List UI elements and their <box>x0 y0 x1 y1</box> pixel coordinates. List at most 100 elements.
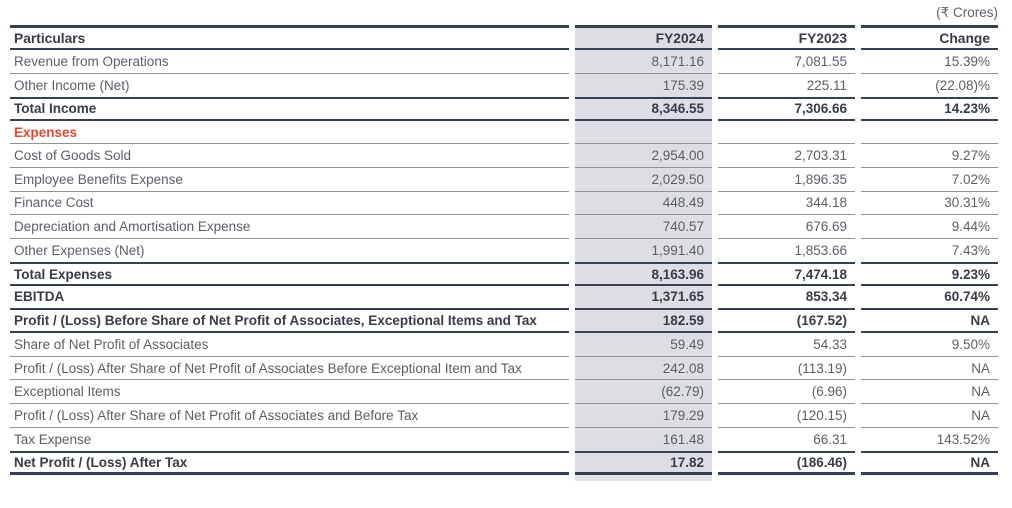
particulars-cell: Share of Net Profit of Associates <box>10 333 569 357</box>
particulars-cell: Net Profit / (Loss) After Tax <box>10 451 569 475</box>
column-header-fy2023: FY2023 <box>718 25 855 50</box>
fy2023-cell: 344.18 <box>718 192 855 216</box>
particulars-cell: Tax Expense <box>14 431 92 447</box>
fy2024-cell: 179.29 <box>575 403 712 428</box>
particulars-cell: EBITDA <box>10 286 569 310</box>
change-cell: 9.50% <box>861 333 998 357</box>
fy2023-cell: (113.19) <box>718 357 855 381</box>
fy2024-cell: 1,371.65 <box>575 285 712 310</box>
fy2023-cell: 225.11 <box>806 77 847 93</box>
fy2024-cell: 161.48 <box>575 427 712 452</box>
table-row: Total Income 8,346.55 7,306.66 14.23% <box>10 97 998 121</box>
particulars-cell: Revenue from Operations <box>10 50 569 74</box>
currency-unit-label: (₹ Crores) <box>936 5 998 20</box>
table-row: Cost of Goods Sold 2,954.00 2,703.31 9.2… <box>10 144 998 168</box>
fy2024-cell: 59.49 <box>575 333 712 357</box>
table-row: Other Income (Net) 175.39 225.11 (22.08)… <box>10 73 998 98</box>
change-cell: (22.08)% <box>935 77 990 93</box>
fy2024-cell: 17.82 <box>575 451 712 475</box>
fy2023-cell: (120.15) <box>718 404 855 428</box>
fy2023-cell: 7,474.18 <box>718 262 855 286</box>
change-cell: 30.31% <box>861 192 998 216</box>
particulars-cell: Expenses <box>10 121 569 145</box>
fy2023-cell: (167.52) <box>718 310 855 334</box>
column-header-particulars: Particulars <box>10 25 569 50</box>
particulars-cell: Cost of Goods Sold <box>10 144 569 168</box>
fy2023-cell: 54.33 <box>718 333 855 357</box>
fy2023-cell: (186.46) <box>718 451 855 475</box>
column-header-fy2024: FY2024 <box>575 25 712 50</box>
fy2024-column-tail-strip <box>575 474 712 481</box>
fy2024-cell: 242.08 <box>575 356 712 381</box>
table-row: Profit / (Loss) After Share of Net Profi… <box>10 356 998 381</box>
change-cell: NA <box>861 310 998 334</box>
fy2023-cell: 2,703.31 <box>718 144 855 168</box>
fy2024-cell: 740.57 <box>575 215 712 239</box>
financial-results-table: (₹ Crores) Particulars FY2024 FY2023 Cha… <box>10 3 998 481</box>
fy2024-cell: 2,954.00 <box>575 144 712 168</box>
fy2023-cell: 7,081.55 <box>718 50 855 74</box>
fy2023-cell <box>718 121 855 145</box>
fy2024-cell: 8,346.55 <box>575 97 712 121</box>
fy2024-column-tail <box>10 474 998 481</box>
change-cell: NA <box>861 357 998 381</box>
change-cell: 7.02% <box>861 168 998 192</box>
change-cell: 60.74% <box>861 286 998 310</box>
fy2023-cell: 1,896.35 <box>718 168 855 192</box>
fy2024-cell: (62.79) <box>575 380 712 404</box>
table-row: Expenses <box>10 120 998 145</box>
change-cell: 9.44% <box>861 215 998 239</box>
change-cell: 143.52% <box>936 431 990 447</box>
fy2024-cell: 175.39 <box>575 73 712 98</box>
particulars-cell: Depreciation and Amortisation Expense <box>10 215 569 239</box>
table-row: Depreciation and Amortisation Expense 74… <box>10 215 998 239</box>
particulars-cell: Employee Benefits Expense <box>10 168 569 192</box>
particulars-cell: Total Expenses <box>10 262 569 286</box>
particulars-cell: Profit / (Loss) After Share of Net Profi… <box>10 357 569 381</box>
table-body: Revenue from Operations 8,171.16 7,081.5… <box>10 50 998 475</box>
table-row: Employee Benefits Expense 2,029.50 1,896… <box>10 167 998 192</box>
table-row: Revenue from Operations 8,171.16 7,081.5… <box>10 50 998 74</box>
table-row: Finance Cost 448.49 344.18 30.31% <box>10 191 998 216</box>
change-cell: 14.23% <box>861 97 998 121</box>
table-row: Other Expenses (Net) 1,991.40 1,853.66 7… <box>10 238 998 263</box>
table-row: Exceptional Items (62.79) (6.96) NA <box>10 380 998 404</box>
fy2024-cell: 182.59 <box>575 309 712 334</box>
change-cell: 7.43% <box>951 243 990 259</box>
fy2023-cell: (6.96) <box>718 380 855 404</box>
particulars-cell: Finance Cost <box>10 192 569 216</box>
fy2024-cell: 2,029.50 <box>575 167 712 192</box>
fy2024-cell: 1,991.40 <box>575 238 712 263</box>
particulars-cell: Exceptional Items <box>10 380 569 404</box>
table-row: Profit / (Loss) After Share of Net Profi… <box>10 403 998 428</box>
particulars-cell: Profit / (Loss) Before Share of Net Prof… <box>10 310 569 334</box>
table-row: Profit / (Loss) Before Share of Net Prof… <box>10 309 998 334</box>
change-cell: 15.39% <box>861 50 998 74</box>
particulars-cell: Profit / (Loss) After Share of Net Profi… <box>10 404 569 428</box>
change-cell: 9.23% <box>861 262 998 286</box>
fy2023-cell: 676.69 <box>718 215 855 239</box>
fy2024-cell <box>575 120 712 145</box>
table-row: Share of Net Profit of Associates 59.49 … <box>10 333 998 357</box>
column-header-change: Change <box>861 25 998 50</box>
fy2023-cell: 66.31 <box>813 431 847 447</box>
change-cell: NA <box>861 404 998 428</box>
table-row: Tax Expense 161.48 66.31 143.52% <box>10 427 998 452</box>
fy2024-cell: 8,171.16 <box>575 50 712 74</box>
particulars-cell: Other Income (Net) <box>14 77 130 93</box>
fy2023-cell: 7,306.66 <box>718 97 855 121</box>
table-header-row: Particulars FY2024 FY2023 Change <box>10 25 998 50</box>
change-cell <box>861 121 998 145</box>
particulars-cell: Total Income <box>10 97 569 121</box>
change-cell: NA <box>861 451 998 475</box>
table-row: Total Expenses 8,163.96 7,474.18 9.23% <box>10 262 998 286</box>
fy2024-cell: 8,163.96 <box>575 262 712 286</box>
particulars-cell: Other Expenses (Net) <box>14 243 145 259</box>
fy2023-cell: 1,853.66 <box>794 243 847 259</box>
fy2024-cell: 448.49 <box>575 191 712 216</box>
table-row: Net Profit / (Loss) After Tax 17.82 (186… <box>10 451 998 475</box>
change-cell: NA <box>861 380 998 404</box>
change-cell: 9.27% <box>861 144 998 168</box>
table-row: EBITDA 1,371.65 853.34 60.74% <box>10 285 998 310</box>
fy2023-cell: 853.34 <box>718 286 855 310</box>
